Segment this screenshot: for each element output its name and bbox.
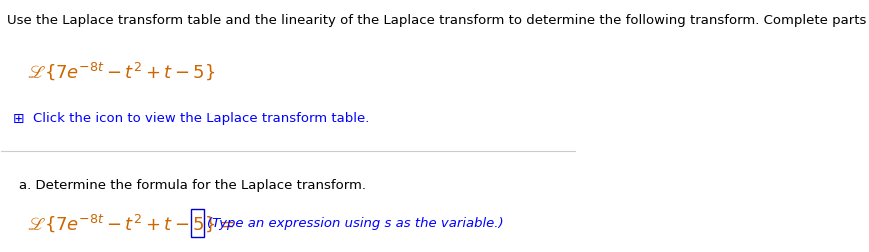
FancyBboxPatch shape [190,209,203,237]
Text: Click the icon to view the Laplace transform table.: Click the icon to view the Laplace trans… [33,112,369,125]
Text: $\mathscr{L}\left\{7e^{-8t}-t^{2}+t-5\right\}$: $\mathscr{L}\left\{7e^{-8t}-t^{2}+t-5\ri… [27,60,216,82]
Text: Use the Laplace transform table and the linearity of the Laplace transform to de: Use the Laplace transform table and the … [7,14,869,27]
Text: a. Determine the formula for the Laplace transform.: a. Determine the formula for the Laplace… [18,179,365,192]
Text: ⊞: ⊞ [13,112,24,125]
Text: $\mathscr{L}\left\{7e^{-8t}-t^{2}+t-5\right\}=$: $\mathscr{L}\left\{7e^{-8t}-t^{2}+t-5\ri… [27,212,235,234]
Text: (Type an expression using s as the variable.): (Type an expression using s as the varia… [207,217,503,230]
